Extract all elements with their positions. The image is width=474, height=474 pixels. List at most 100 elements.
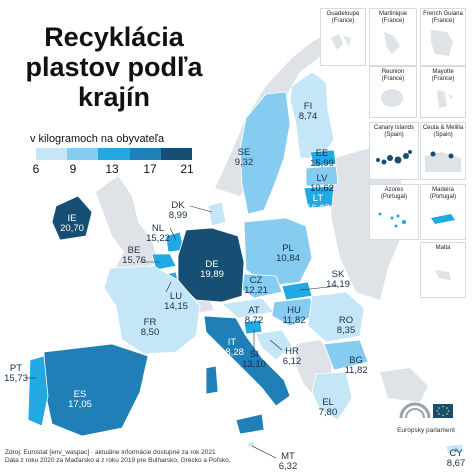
- inset-name: Madeira: [432, 187, 454, 193]
- title-line-3: krajín: [77, 82, 151, 112]
- region-IT-sardinia: [205, 365, 219, 395]
- inset-shape: [437, 90, 453, 108]
- label-SK: SK 14,19: [326, 270, 350, 290]
- legend-color-scale: [36, 148, 193, 160]
- region-BE: [151, 253, 177, 271]
- country-value: 8,74: [298, 111, 318, 122]
- inset-sub: (Spain): [433, 131, 453, 138]
- inset-shape: [435, 269, 451, 280]
- inset-shape: [384, 32, 400, 54]
- legend-tick: 21: [180, 162, 194, 176]
- country-value: 14,15: [164, 301, 188, 312]
- source-note: Zdroj: Eurostat [env_waspac] · aktuálne …: [5, 449, 231, 465]
- inset-name: Reunion: [381, 69, 405, 75]
- label-CZ: CZ 12,21: [244, 276, 268, 296]
- country-code: FR: [143, 317, 157, 328]
- label-CY: CY 8,67: [447, 449, 466, 469]
- inset-name: Martinique: [378, 11, 407, 17]
- inset-shape: [378, 212, 406, 228]
- inset-shape: [431, 214, 455, 224]
- country-code: EL: [322, 397, 334, 408]
- country-value: 8,50: [140, 327, 160, 338]
- inset-shape: [431, 30, 453, 56]
- country-code: PL: [282, 243, 294, 254]
- inset-sub: (France): [381, 17, 405, 24]
- inset-name: Canary Islands: [373, 125, 415, 131]
- title-line-1: Recyklácia: [44, 22, 184, 52]
- country-value: 7,80: [318, 407, 338, 418]
- region-HR: [255, 329, 293, 361]
- inset-guadeloupe: Guadeloupe (France): [320, 8, 366, 66]
- label-MT: MT 6,32: [279, 452, 298, 472]
- inset-name: Mayotte: [432, 69, 454, 75]
- region-DK: [207, 201, 227, 227]
- region-FI: [289, 71, 335, 159]
- inset-sub: (France): [331, 17, 355, 24]
- country-code: LV: [316, 173, 328, 184]
- region-IT: [203, 315, 291, 407]
- country-value: 12,21: [244, 285, 268, 296]
- european-parliament-logo: Európsky parlament: [396, 400, 456, 434]
- country-code: CZ: [249, 275, 263, 286]
- region-PT: [27, 355, 49, 427]
- source-line-2: Dáta z roku 2020 za Maďarsko a z roku 20…: [5, 457, 231, 464]
- country-value: 15,22: [146, 233, 170, 244]
- inset-shape: [381, 89, 403, 107]
- country-code: LU: [169, 291, 183, 302]
- label-FR: FR 8,50: [141, 318, 160, 338]
- region-BG: [323, 339, 369, 371]
- country-value: 6,32: [278, 461, 298, 472]
- country-code: NL: [151, 223, 165, 234]
- country-code: HU: [287, 305, 301, 316]
- inset-name: Ceuta & Melilla: [422, 125, 464, 131]
- label-AT: AT 8,72: [245, 306, 264, 326]
- logo-text: Európsky parlament: [397, 427, 455, 434]
- inset-reunion: Reunion (France): [369, 66, 417, 118]
- title-line-2: plastov podľa: [25, 52, 203, 82]
- country-value: 15,76: [122, 255, 146, 266]
- country-value: 15,99: [310, 158, 334, 169]
- inset-shape: [425, 151, 461, 172]
- label-LU: LU 14,15: [164, 292, 188, 312]
- country-code: DE: [205, 259, 219, 270]
- inset-shape: [376, 150, 412, 165]
- region-SI: [243, 319, 263, 335]
- country-code: DK: [171, 200, 185, 211]
- map-title: Recyklácia plastov podľa krajín: [14, 22, 214, 112]
- country-value: 9,32: [234, 157, 254, 168]
- label-SI: SI 13,10: [242, 350, 266, 370]
- inset-azores: Azores (Portugal): [369, 184, 419, 240]
- country-code: SE: [237, 147, 251, 158]
- country-value: 8,99: [168, 210, 188, 221]
- country-code: RO: [338, 315, 354, 326]
- label-EE: EE 15,99: [310, 149, 334, 169]
- region-ES: [43, 343, 149, 437]
- country-code: FI: [303, 101, 313, 112]
- inset-mayotte: Mayotte (France): [420, 66, 466, 118]
- region-CY: [445, 443, 465, 455]
- legend-tick: 6: [32, 162, 40, 176]
- label-PL: PL 10,84: [276, 244, 300, 264]
- country-code: EE: [315, 148, 329, 159]
- legend-tick: 9: [69, 162, 77, 176]
- label-FI: FI 8,74: [299, 102, 318, 122]
- country-code: BE: [127, 245, 141, 256]
- country-value: 8,72: [244, 315, 264, 326]
- country-code: IE: [67, 213, 77, 224]
- inset-sub: (Portugal): [380, 193, 408, 200]
- country-value: 10,84: [276, 253, 300, 264]
- legend-ticks: 6 9 13 17 21: [0, 162, 474, 176]
- source-line-1: Zdroj: Eurostat [env_waspac] · aktuálne …: [5, 449, 216, 456]
- label-IT: IT 18,28: [220, 338, 244, 358]
- country-code: LT: [312, 193, 324, 204]
- label-EL: EL 7,80: [319, 398, 338, 418]
- country-value: 8,35: [336, 325, 356, 336]
- country-value: 13,10: [242, 359, 266, 370]
- region-EE: [309, 149, 337, 167]
- label-ES: ES 17,05: [68, 390, 92, 410]
- inset-shape: [331, 34, 351, 50]
- label-RO: RO 8,35: [337, 316, 356, 336]
- inset-sub: (France): [431, 75, 455, 82]
- label-DE: DE 19,89: [200, 260, 224, 280]
